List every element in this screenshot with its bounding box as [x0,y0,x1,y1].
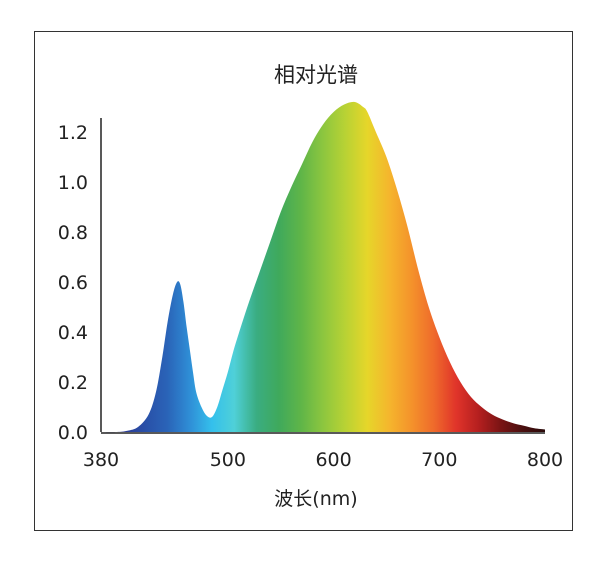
y-tick-label: 1.0 [58,172,88,194]
x-tick-label: 700 [421,449,457,471]
x-tick-label: 500 [210,449,246,471]
y-tick-label: 0.2 [58,372,88,394]
x-tick-label: 380 [83,449,119,471]
y-tick-label: 0.4 [58,322,88,344]
x-tick-label: 600 [315,449,351,471]
y-axis-ticks: 0.0 0.2 0.4 0.6 0.8 1.0 1.2 [58,122,88,444]
x-tick-label: 800 [527,449,563,471]
spectrum-area [101,101,545,433]
x-axis-ticks: 380 500 600 700 800 [83,449,563,471]
x-axis-title: 波长(nm) [274,488,357,510]
y-tick-label: 0.8 [58,222,88,244]
y-tick-label: 1.2 [58,122,88,144]
plot-area [101,101,545,433]
y-tick-label: 0.6 [58,272,88,294]
y-tick-label: 0.0 [58,422,88,444]
chart-title: 相对光谱 [274,63,358,87]
